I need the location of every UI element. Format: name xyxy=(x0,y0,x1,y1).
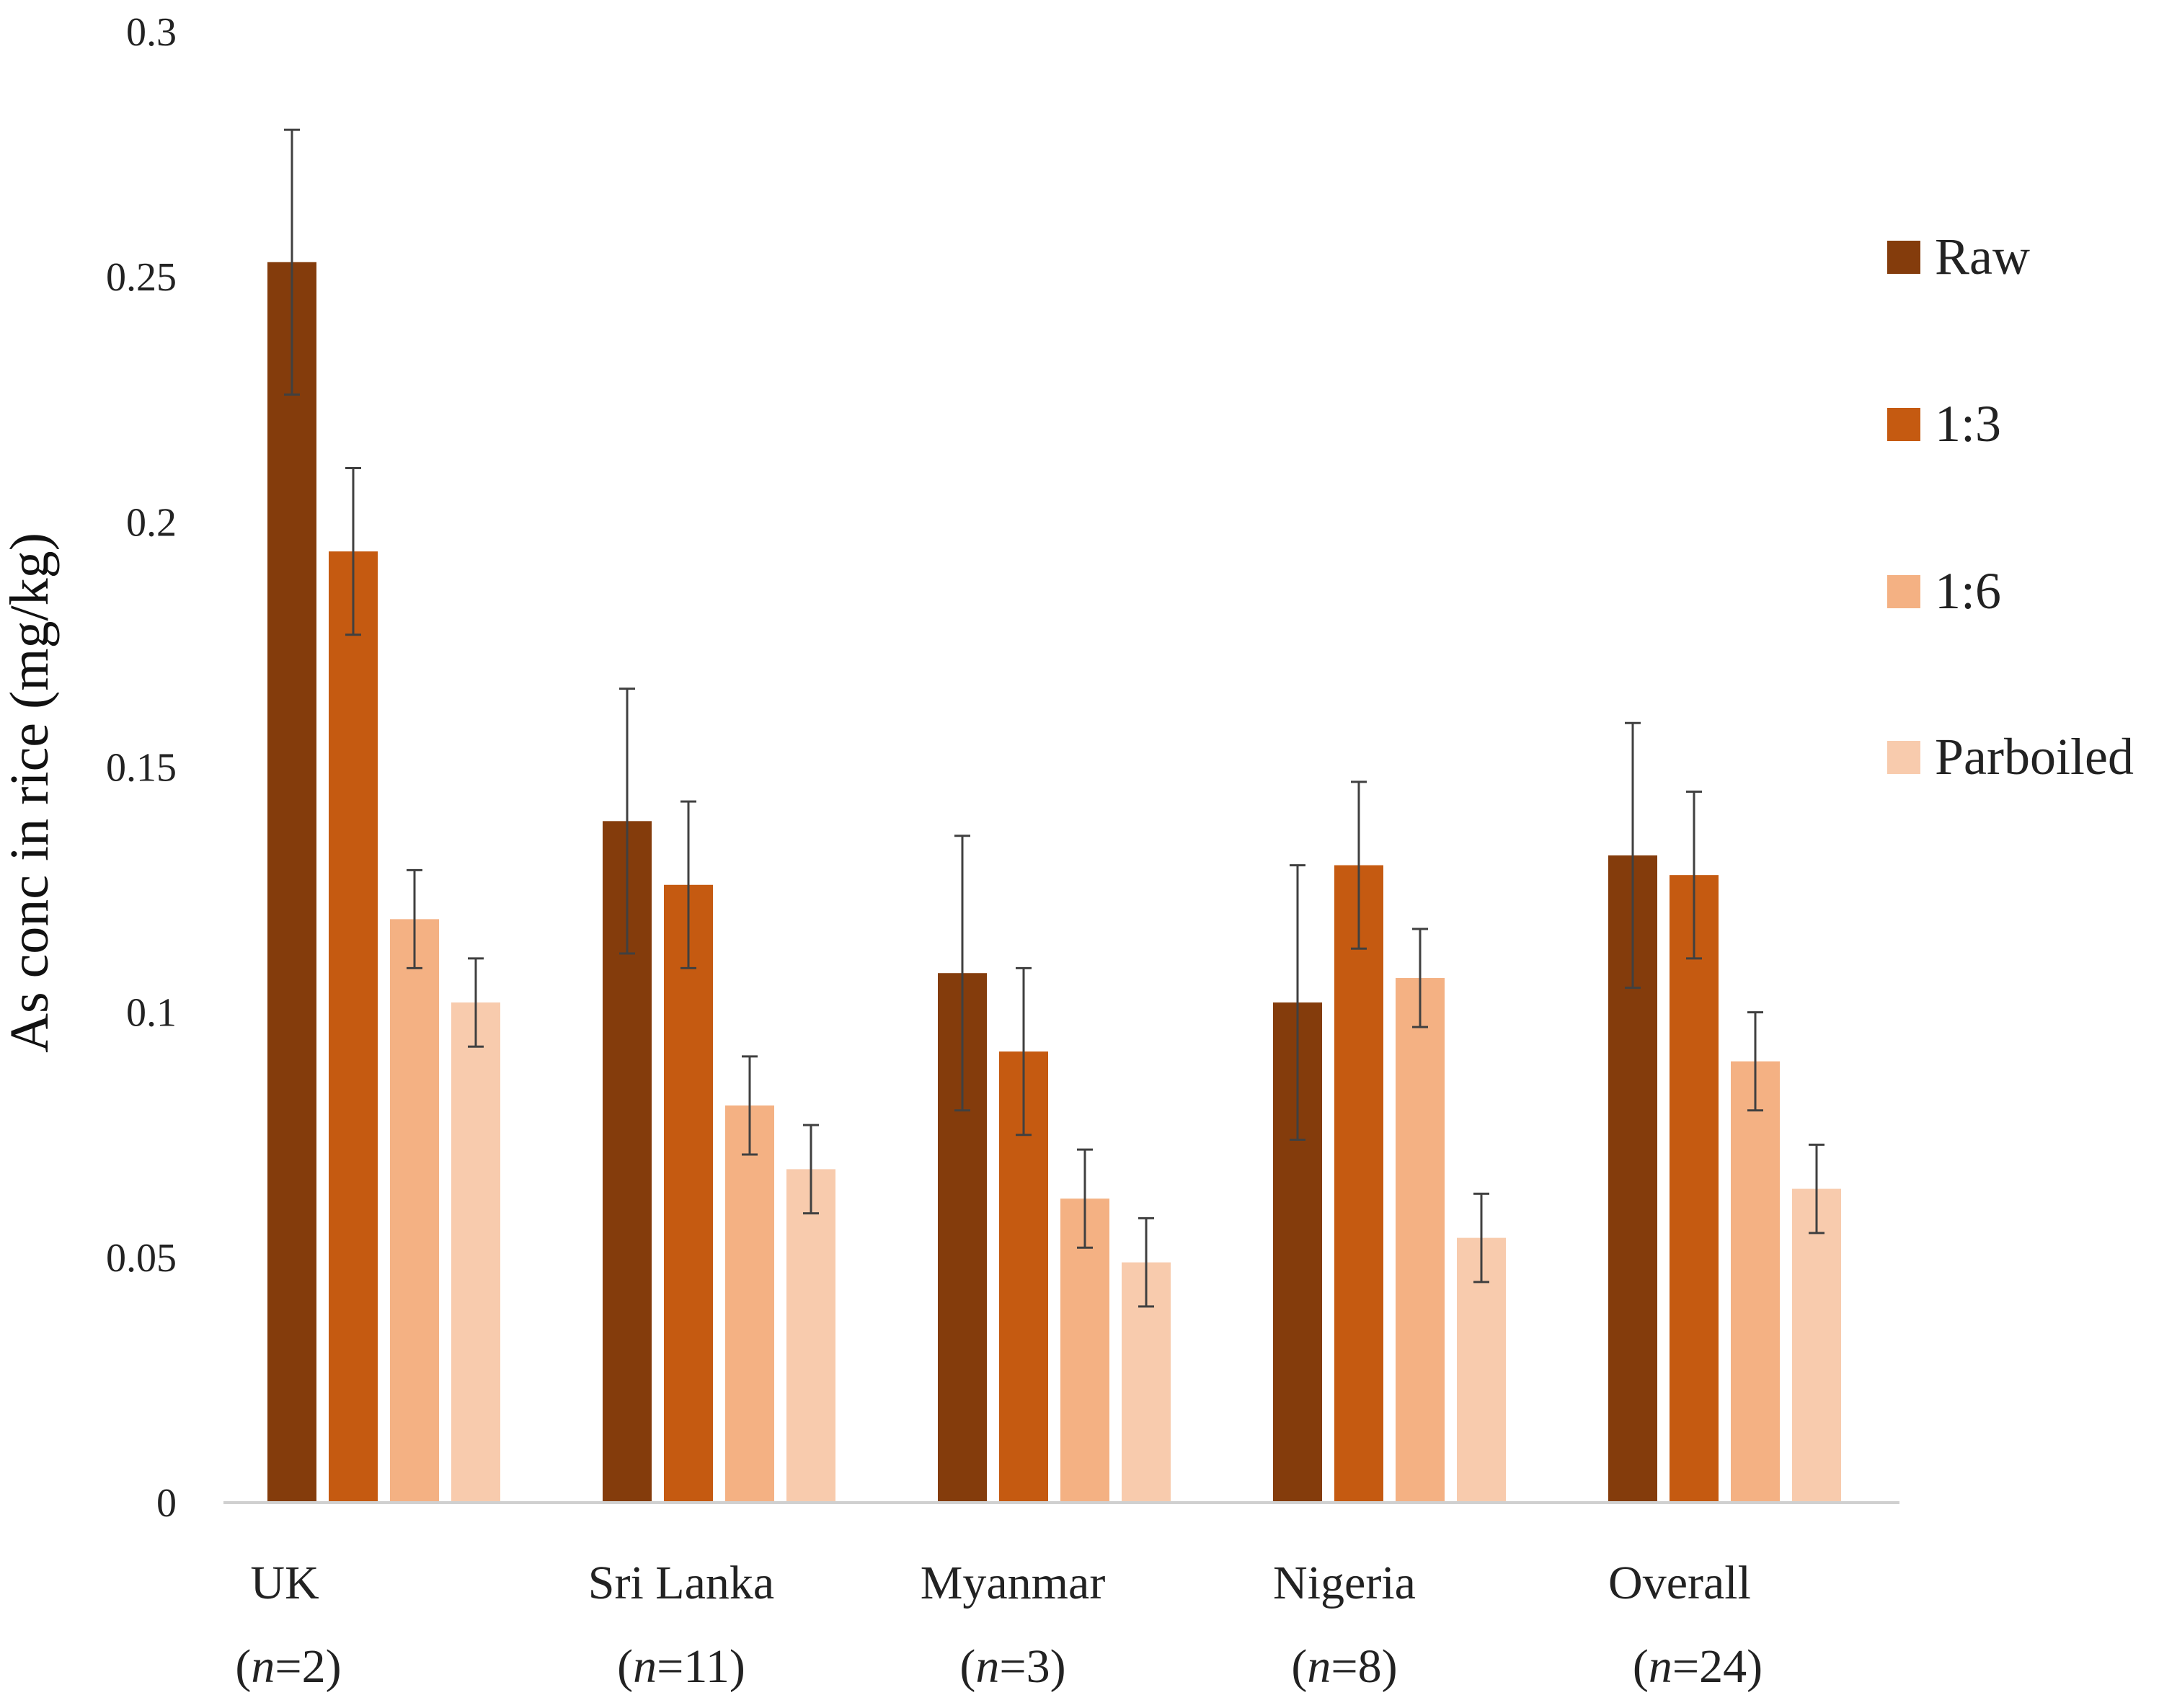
error-bar xyxy=(803,1124,819,1215)
sample-size-label: (n=24) xyxy=(1633,1640,1763,1693)
legend-item: 1:6 xyxy=(1887,562,2001,620)
x-axis-labels: UK (n=2) Sri Lanka (n=11) Myanmar (n=3) Nigeri… xyxy=(235,1557,1763,1693)
bar-parboiled-sri-lanka xyxy=(786,1169,835,1503)
error-bar xyxy=(619,688,635,955)
bar-1-6-sri-lanka xyxy=(725,1105,774,1503)
bar-1-3-uk xyxy=(329,551,378,1503)
error-bar xyxy=(1412,928,1428,1028)
sample-size-label: (n=8) xyxy=(1291,1640,1397,1693)
error-bar xyxy=(1138,1216,1154,1308)
legend-item: Raw xyxy=(1887,228,2030,285)
error-bar xyxy=(1290,864,1305,1142)
error-bar xyxy=(1016,966,1032,1137)
error-bar xyxy=(407,868,422,969)
legend-label: Parboiled xyxy=(1935,728,2134,786)
y-tick-label: 0.15 xyxy=(106,746,177,791)
x-category-label: UK xyxy=(250,1557,319,1609)
error-bar xyxy=(1686,791,1702,960)
x-category-label: Sri Lanka xyxy=(588,1557,774,1609)
y-tick-label: 0.05 xyxy=(106,1236,177,1281)
error-bar xyxy=(954,835,970,1112)
x-category-label: Myanmar xyxy=(921,1557,1106,1609)
error-bar xyxy=(680,800,696,969)
legend-item: Parboiled xyxy=(1887,728,2134,786)
bar-1-6-uk xyxy=(390,919,439,1503)
sample-size-label: (n=2) xyxy=(235,1640,341,1693)
legend-label: Raw xyxy=(1935,228,2030,285)
bar-1-3-nigeria xyxy=(1334,865,1383,1503)
legend-item: 1:3 xyxy=(1887,395,2001,453)
y-tick-label: 0.25 xyxy=(106,255,177,300)
bar-1-6-myanmar xyxy=(1060,1198,1109,1503)
error-bar xyxy=(742,1055,758,1156)
bar-parboiled-overall xyxy=(1792,1188,1841,1503)
legend-label: 1:6 xyxy=(1935,562,2001,620)
bar-1-3-sri-lanka xyxy=(664,884,713,1503)
y-tick-label: 0.3 xyxy=(126,10,177,55)
error-bar xyxy=(1077,1148,1093,1249)
x-category-label: Nigeria xyxy=(1273,1557,1416,1609)
bar-parboiled-uk xyxy=(451,1002,500,1503)
sample-size-label: (n=11) xyxy=(617,1640,745,1693)
bar-1-6-overall xyxy=(1731,1061,1780,1503)
bars-group xyxy=(267,262,1841,1503)
y-tick-label: 0 xyxy=(156,1481,177,1526)
error-bar xyxy=(1351,780,1367,950)
error-bar xyxy=(284,128,300,396)
y-tick-label: 0.2 xyxy=(126,500,177,545)
bar-raw-uk xyxy=(267,262,316,1503)
error-bar xyxy=(1473,1192,1489,1284)
x-category-label: Overall xyxy=(1608,1557,1751,1609)
legend-swatch xyxy=(1887,408,1920,441)
error-bar xyxy=(345,466,361,636)
legend-label: 1:3 xyxy=(1935,395,2001,453)
legend: Raw 1:3 1:6 Parboiled xyxy=(1887,228,2134,786)
legend-swatch xyxy=(1887,741,1920,774)
bar-1-3-overall xyxy=(1670,875,1719,1503)
y-axis-ticks: 0 0.05 0.1 0.15 0.2 0.25 0.3 xyxy=(106,10,177,1526)
error-bar xyxy=(1747,1011,1763,1112)
error-bar xyxy=(1809,1143,1824,1235)
bar-1-6-nigeria xyxy=(1396,978,1445,1503)
error-bar xyxy=(468,957,484,1048)
legend-swatch xyxy=(1887,575,1920,608)
legend-swatch xyxy=(1887,241,1920,274)
y-tick-label: 0.1 xyxy=(126,991,177,1036)
sample-size-label: (n=3) xyxy=(959,1640,1065,1693)
y-axis-title: As conc in rice (mg/kg) xyxy=(0,533,60,1053)
error-bar xyxy=(1625,721,1641,989)
error-bars-group xyxy=(284,128,1824,1308)
